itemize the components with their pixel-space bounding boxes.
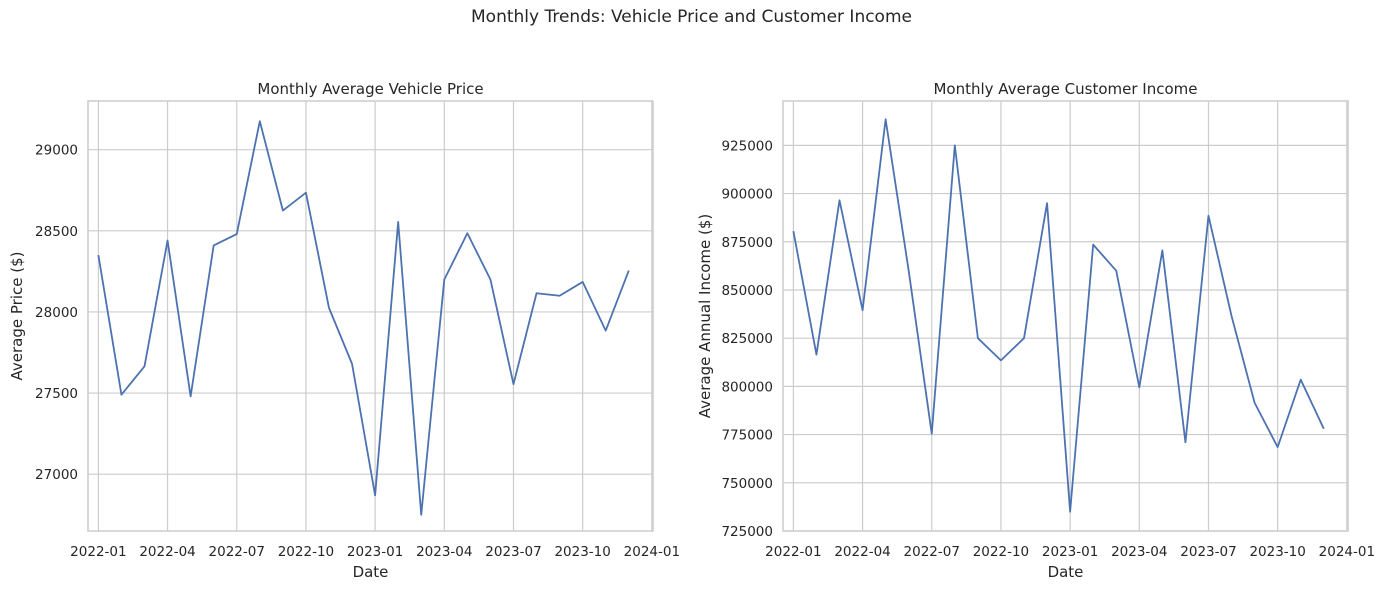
price-y-tick-label: 27000 bbox=[35, 467, 78, 483]
price-x-tick-label: 2023-07 bbox=[485, 544, 541, 560]
price-x-tick-label: 2022-07 bbox=[209, 544, 265, 560]
price-x-tick-label: 2024-01 bbox=[624, 544, 680, 560]
price-y-axis-label: Average Price ($) bbox=[8, 252, 26, 381]
price-y-tick-label: 29000 bbox=[35, 143, 78, 159]
income-y-axis-label: Average Annual Income ($) bbox=[696, 214, 714, 419]
income-y-tick-label: 825000 bbox=[721, 331, 773, 347]
income-x-tick-label: 2022-01 bbox=[765, 544, 821, 560]
price-x-tick-label: 2022-04 bbox=[139, 544, 195, 560]
income-series-line bbox=[792, 118, 1325, 513]
income-chart: 2022-01 2022-04 2022-07 2022-10 2023-01 2023-… bbox=[696, 80, 1375, 581]
price-plot-title: Monthly Average Vehicle Price bbox=[257, 80, 483, 98]
income-x-tick-label: 2024-01 bbox=[1319, 544, 1375, 560]
price-plot-frame bbox=[87, 100, 654, 532]
price-y-tick-label: 27500 bbox=[35, 386, 78, 402]
income-x-tick-label: 2023-07 bbox=[1180, 544, 1236, 560]
price-chart: 2022-01 2022-04 2022-07 2022-10 2023-01 2023-… bbox=[8, 80, 680, 581]
income-x-tick-label: 2023-01 bbox=[1042, 544, 1098, 560]
price-x-tick-label: 2022-01 bbox=[70, 544, 126, 560]
price-y-tick-label: 28500 bbox=[35, 224, 78, 240]
income-plot-frame bbox=[782, 100, 1349, 532]
income-x-tick-label: 2022-07 bbox=[904, 544, 960, 560]
price-x-tick-label: 2022-10 bbox=[278, 544, 334, 560]
income-x-axis-label: Date bbox=[1048, 563, 1084, 581]
price-x-tick-label: 2023-01 bbox=[347, 544, 403, 560]
income-y-tick-label: 725000 bbox=[721, 524, 773, 540]
price-x-tick-label: 2023-04 bbox=[416, 544, 472, 560]
income-y-tick-label: 925000 bbox=[721, 138, 773, 154]
income-plot-title: Monthly Average Customer Income bbox=[933, 80, 1197, 98]
income-x-tick-label: 2023-10 bbox=[1249, 544, 1305, 560]
price-x-axis-label: Date bbox=[353, 563, 389, 581]
price-y-tick-label: 28000 bbox=[35, 305, 78, 321]
price-series-line bbox=[97, 120, 630, 516]
income-y-tick-label: 875000 bbox=[721, 235, 773, 251]
income-y-tick-label: 750000 bbox=[721, 476, 773, 492]
income-x-tick-label: 2022-04 bbox=[834, 544, 890, 560]
income-x-tick-label: 2022-10 bbox=[973, 544, 1029, 560]
price-x-tick-label: 2023-10 bbox=[554, 544, 610, 560]
figure-title: Monthly Trends: Vehicle Price and Custom… bbox=[471, 7, 912, 27]
income-y-tick-label: 900000 bbox=[721, 187, 773, 203]
income-y-tick-label: 775000 bbox=[721, 428, 773, 444]
income-y-tick-label: 850000 bbox=[721, 283, 773, 299]
income-x-tick-label: 2023-04 bbox=[1111, 544, 1167, 560]
income-y-tick-label: 800000 bbox=[721, 379, 773, 395]
